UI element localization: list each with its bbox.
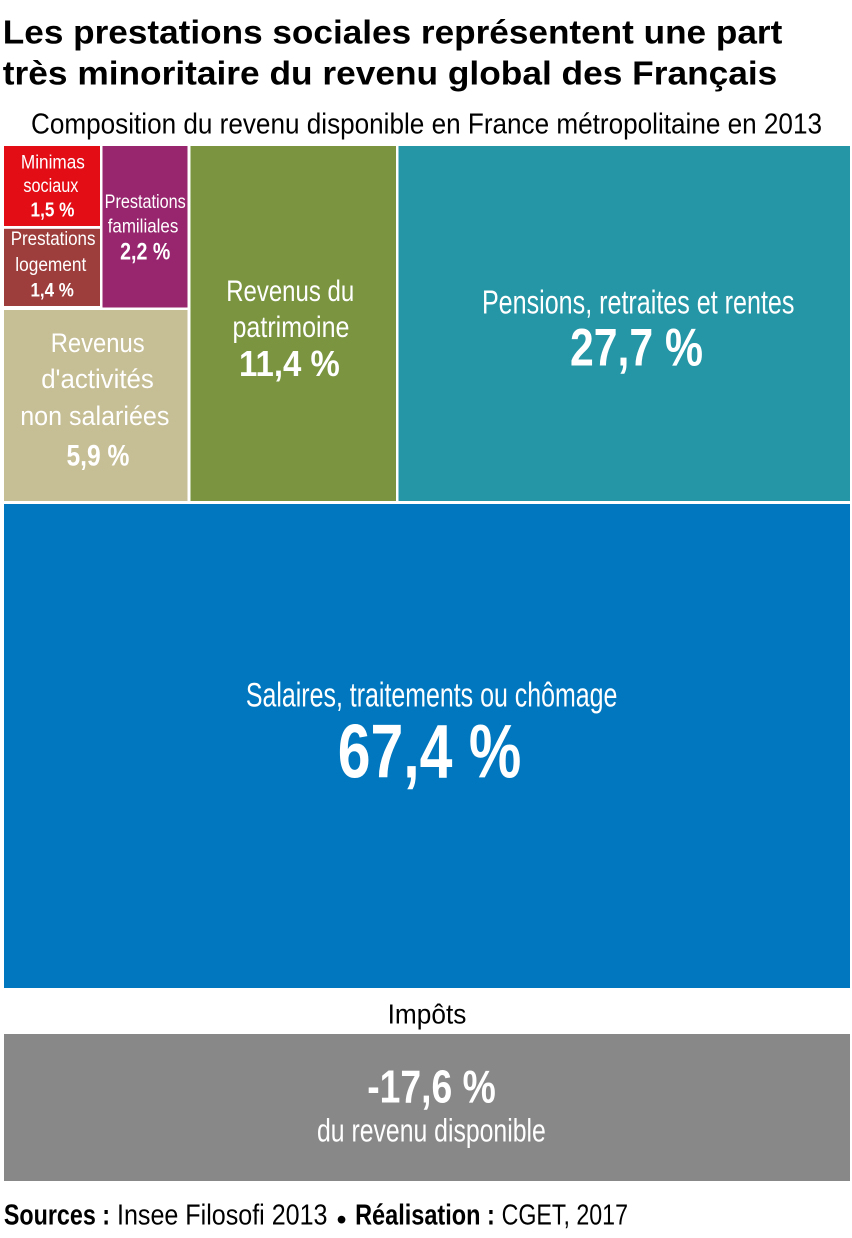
svg-text:familiales: familiales (108, 216, 179, 238)
svg-text:sociaux: sociaux (23, 175, 78, 197)
svg-text:Les prestations sociales repré: Les prestations sociales représentent un… (3, 14, 783, 51)
svg-text:1,5 %: 1,5 % (31, 198, 75, 221)
svg-text:27,7 %: 27,7 % (570, 318, 703, 377)
svg-text:très minoritaire du revenu glo: très minoritaire du revenu global des Fr… (3, 56, 778, 93)
svg-text:•: • (337, 1204, 347, 1233)
svg-text:Minimas: Minimas (21, 152, 85, 174)
svg-text:Pensions, retraites et rentes: Pensions, retraites et rentes (482, 285, 795, 322)
svg-text:Prestations: Prestations (11, 228, 96, 250)
svg-text:5,9 %: 5,9 % (66, 439, 129, 472)
svg-text:Salaires, traitements ou chôma: Salaires, traitements ou chômage (246, 676, 618, 714)
svg-text:Prestations: Prestations (105, 191, 186, 213)
svg-text:Insee Filosofi 2013: Insee Filosofi 2013 (117, 1199, 328, 1231)
svg-text:Revenus: Revenus (51, 328, 145, 358)
svg-text:-17,6 %: -17,6 % (367, 1061, 496, 1113)
svg-text:11,4 %: 11,4 % (239, 343, 340, 384)
svg-text:d'activités: d'activités (41, 364, 154, 394)
svg-text:1,4 %: 1,4 % (31, 280, 74, 302)
svg-text:Composition du revenu disponib: Composition du revenu disponible en Fran… (31, 109, 822, 141)
svg-text:logement: logement (15, 254, 87, 276)
svg-text:du revenu disponible: du revenu disponible (317, 1112, 546, 1148)
svg-text:Réalisation :: Réalisation : (355, 1199, 495, 1231)
svg-text:patrimoine: patrimoine (233, 311, 350, 344)
svg-text:2,2 %: 2,2 % (120, 239, 170, 266)
svg-text:CGET, 2017: CGET, 2017 (502, 1199, 628, 1231)
svg-text:Sources :: Sources : (4, 1199, 110, 1231)
svg-text:67,4 %: 67,4 % (338, 710, 522, 795)
svg-text:non salariées: non salariées (20, 401, 169, 431)
svg-text:Impôts: Impôts (388, 999, 467, 1030)
svg-text:Revenus du: Revenus du (226, 275, 354, 308)
